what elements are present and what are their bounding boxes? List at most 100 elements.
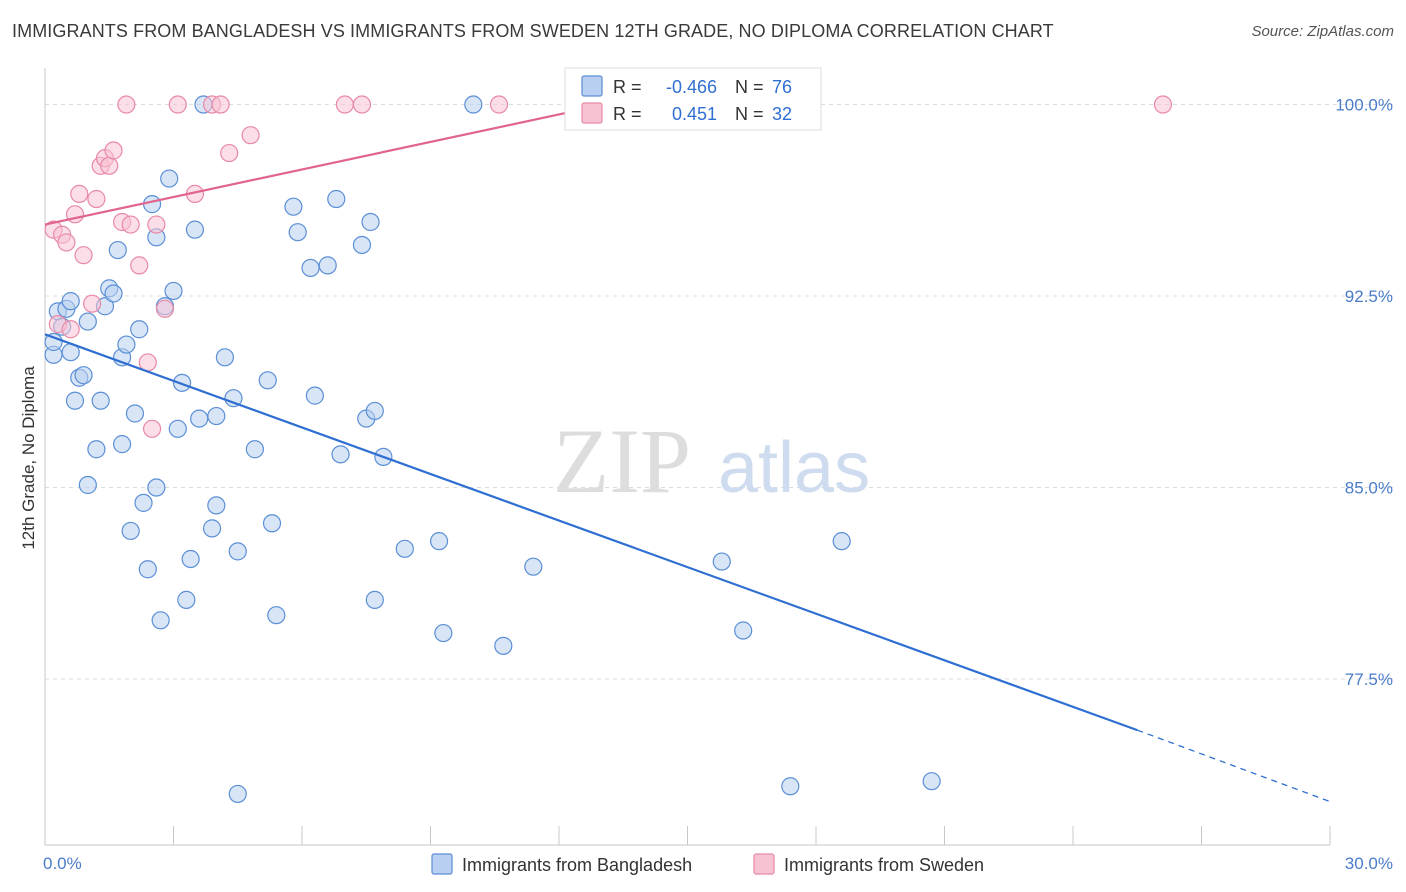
bangladesh-point (361, 212, 380, 232)
y-tick-label: 77.5% (1345, 670, 1393, 689)
y-tick-label: 85.0% (1345, 479, 1393, 498)
sweden-point (147, 215, 166, 234)
source-label: Source: ZipAtlas.com (1251, 23, 1394, 40)
sweden-point (100, 156, 119, 175)
stats-r-value-bangladesh: -0.466 (666, 77, 717, 97)
bangladesh-point (267, 606, 286, 625)
bangladesh-point (262, 514, 282, 533)
stats-n-label-sweden: N = (735, 104, 764, 124)
bangladesh-point (190, 409, 209, 428)
bangladesh-point (207, 406, 226, 426)
bangladesh-point (121, 521, 140, 541)
legend-label-sweden: Immigrants from Sweden (784, 855, 984, 875)
stats-swatch-bangladesh (581, 75, 603, 97)
trend-lines (44, 106, 1331, 803)
bangladesh-point (117, 335, 136, 354)
sweden-point (1153, 95, 1173, 114)
bangladesh-point (78, 312, 97, 331)
bangladesh-point (138, 560, 157, 579)
bangladesh-point (288, 223, 307, 242)
bangladesh-point (365, 590, 384, 609)
chart-title: IMMIGRANTS FROM BANGLADESH VS IMMIGRANTS… (12, 21, 1054, 41)
sweden-point (57, 233, 76, 252)
bangladesh-point (781, 777, 800, 796)
sweden-point (489, 95, 509, 114)
y-tick-labels: 77.5% 85.0% 92.5% 100.0% (1335, 96, 1393, 689)
series-sweden-points (44, 95, 1173, 438)
sweden-trend-line (44, 106, 594, 226)
bangladesh-point (258, 371, 277, 390)
bangladesh-point (104, 284, 123, 303)
bangladesh-point (160, 169, 179, 188)
bangladesh-point (61, 292, 80, 311)
bangladesh-point (130, 320, 149, 339)
bangladesh-point (215, 348, 234, 367)
bangladesh-point (228, 784, 247, 804)
bangladesh-point (352, 235, 372, 255)
sweden-point (83, 294, 102, 313)
x-tick-max: 30.0% (1345, 854, 1393, 873)
bangladesh-point (112, 435, 132, 454)
stats-swatch-sweden (581, 102, 603, 124)
bangladesh-trend-extension (1137, 729, 1331, 803)
legend-label-bangladesh: Immigrants from Bangladesh (462, 855, 692, 875)
sweden-point (155, 299, 175, 318)
sweden-point (211, 95, 230, 114)
sweden-point (104, 141, 123, 160)
bangladesh-point (207, 496, 226, 515)
sweden-point (74, 246, 93, 265)
bangladesh-point (734, 621, 753, 640)
bangladesh-point (327, 189, 346, 209)
bangladesh-point (365, 401, 384, 421)
series-bangladesh-points (44, 95, 941, 804)
sweden-point (121, 215, 140, 234)
bangladesh-point (151, 611, 170, 630)
bangladesh-point (832, 532, 851, 551)
stats-n-label-bangladesh: N = (735, 77, 764, 97)
sweden-point (130, 256, 149, 275)
x-tick-min: 0.0% (43, 854, 82, 873)
bangladesh-point (91, 391, 110, 410)
stats-n-value-sweden: 32 (772, 104, 792, 124)
stats-n-value-bangladesh: 76 (772, 77, 792, 97)
axes (44, 68, 1331, 846)
sweden-point (352, 95, 372, 114)
stats-r-value-sweden: 0.451 (672, 104, 717, 124)
bangladesh-point (177, 590, 196, 609)
bangladesh-point (284, 197, 303, 216)
bangladesh-point (524, 557, 543, 576)
grid-lines (45, 104, 1395, 680)
bangladesh-point (318, 256, 337, 275)
bangladesh-point (202, 519, 222, 538)
bangladesh-point (44, 332, 63, 352)
y-tick-label: 92.5% (1345, 287, 1393, 306)
bangladesh-point (434, 623, 453, 643)
bangladesh-point (74, 366, 93, 385)
bangladesh-point (464, 95, 483, 114)
bangladesh-point (712, 552, 731, 571)
bangladesh-point (147, 478, 166, 497)
sweden-point (241, 126, 260, 145)
bangladesh-point (168, 419, 187, 438)
bangladesh-point (181, 549, 200, 569)
y-axis-title: 12th Grade, No Diploma (19, 366, 38, 550)
bangladesh-point (108, 240, 127, 260)
sweden-point (168, 95, 187, 114)
sweden-point (220, 143, 239, 163)
bangladesh-point (331, 445, 350, 464)
bangladesh-point (78, 475, 97, 495)
bangladesh-point (494, 636, 513, 655)
legend-swatch-bangladesh (431, 853, 453, 875)
watermark-atlas: atlas (718, 428, 870, 508)
bangladesh-point (245, 440, 264, 459)
sweden-point (335, 95, 354, 114)
legend-swatch-sweden (753, 853, 775, 875)
bangladesh-point (87, 440, 106, 459)
bangladesh-point (142, 195, 162, 214)
bangladesh-point (224, 389, 243, 408)
sweden-point (87, 189, 106, 209)
y-tick-label: 100.0% (1335, 96, 1393, 115)
sweden-point (70, 184, 89, 203)
sweden-point (142, 419, 162, 438)
